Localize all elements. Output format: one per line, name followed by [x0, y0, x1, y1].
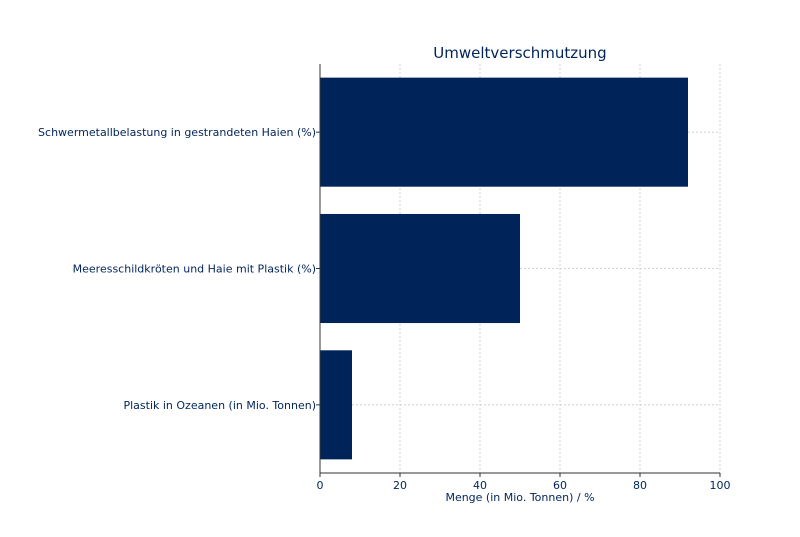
- x-tick-label: 60: [553, 479, 567, 492]
- y-tick-labels: Schwermetallbelastung in gestrandeten Ha…: [38, 126, 316, 412]
- x-tick-label: 20: [393, 479, 407, 492]
- x-tick-labels: 0 20 40 60 80 100: [317, 479, 731, 492]
- bar: [320, 350, 352, 460]
- x-axis-label: Menge (in Mio. Tonnen) / %: [445, 491, 594, 504]
- x-tick-label: 0: [317, 479, 324, 492]
- chart-title: Umweltverschmutzung: [433, 44, 606, 62]
- y-tick-label: Meeresschildkröten und Haie mit Plastik …: [73, 263, 316, 276]
- x-tick-label: 80: [633, 479, 647, 492]
- axes: [316, 64, 721, 477]
- y-tick-label: Schwermetallbelastung in gestrandeten Ha…: [38, 126, 316, 139]
- bar: [320, 213, 520, 324]
- x-tick-label: 100: [710, 479, 731, 492]
- bars: [320, 77, 688, 460]
- x-tick-label: 40: [473, 479, 487, 492]
- y-tick-label: Plastik in Ozeanen (in Mio. Tonnen): [123, 399, 316, 412]
- bar: [320, 77, 688, 187]
